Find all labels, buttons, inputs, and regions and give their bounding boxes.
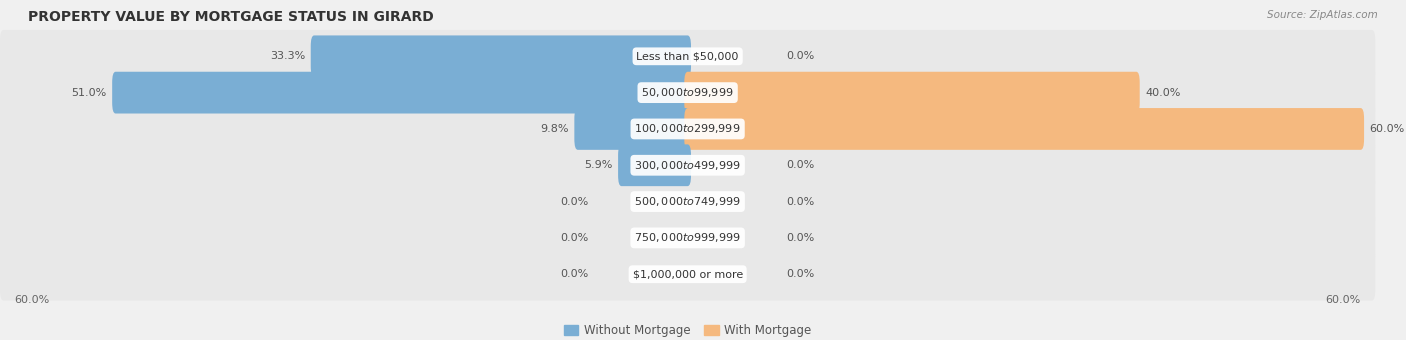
- FancyBboxPatch shape: [311, 35, 690, 77]
- Text: 0.0%: 0.0%: [561, 197, 589, 207]
- Text: 40.0%: 40.0%: [1146, 88, 1181, 98]
- FancyBboxPatch shape: [0, 248, 1375, 301]
- Text: 60.0%: 60.0%: [1326, 295, 1361, 305]
- Legend: Without Mortgage, With Mortgage: Without Mortgage, With Mortgage: [564, 324, 811, 337]
- FancyBboxPatch shape: [112, 72, 690, 114]
- Text: 9.8%: 9.8%: [540, 124, 569, 134]
- Text: 0.0%: 0.0%: [786, 197, 814, 207]
- FancyBboxPatch shape: [0, 30, 1375, 83]
- Text: 0.0%: 0.0%: [561, 233, 589, 243]
- Text: $500,000 to $749,999: $500,000 to $749,999: [634, 195, 741, 208]
- Text: 0.0%: 0.0%: [786, 269, 814, 279]
- FancyBboxPatch shape: [0, 139, 1375, 192]
- Text: 5.9%: 5.9%: [583, 160, 613, 170]
- Text: 51.0%: 51.0%: [72, 88, 107, 98]
- Text: $300,000 to $499,999: $300,000 to $499,999: [634, 159, 741, 172]
- Text: 0.0%: 0.0%: [561, 269, 589, 279]
- Text: $50,000 to $99,999: $50,000 to $99,999: [641, 86, 734, 99]
- Text: 60.0%: 60.0%: [1369, 124, 1405, 134]
- FancyBboxPatch shape: [574, 108, 690, 150]
- Text: 33.3%: 33.3%: [270, 51, 305, 61]
- FancyBboxPatch shape: [0, 175, 1375, 228]
- Text: 0.0%: 0.0%: [786, 233, 814, 243]
- Text: Less than $50,000: Less than $50,000: [637, 51, 738, 61]
- FancyBboxPatch shape: [0, 66, 1375, 119]
- Text: 0.0%: 0.0%: [786, 160, 814, 170]
- Text: PROPERTY VALUE BY MORTGAGE STATUS IN GIRARD: PROPERTY VALUE BY MORTGAGE STATUS IN GIR…: [28, 10, 434, 24]
- Text: Source: ZipAtlas.com: Source: ZipAtlas.com: [1267, 10, 1378, 20]
- FancyBboxPatch shape: [619, 144, 690, 186]
- Text: 0.0%: 0.0%: [786, 51, 814, 61]
- Text: $750,000 to $999,999: $750,000 to $999,999: [634, 232, 741, 244]
- FancyBboxPatch shape: [685, 72, 1140, 114]
- Text: 60.0%: 60.0%: [14, 295, 49, 305]
- FancyBboxPatch shape: [0, 103, 1375, 155]
- Text: $100,000 to $299,999: $100,000 to $299,999: [634, 122, 741, 135]
- FancyBboxPatch shape: [685, 108, 1364, 150]
- FancyBboxPatch shape: [0, 211, 1375, 264]
- Text: $1,000,000 or more: $1,000,000 or more: [633, 269, 742, 279]
